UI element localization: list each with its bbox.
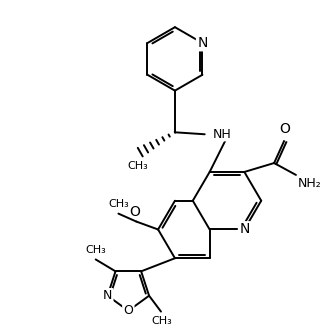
Text: O: O — [129, 204, 140, 218]
Text: CH₃: CH₃ — [108, 199, 129, 209]
Text: CH₃: CH₃ — [128, 161, 149, 171]
Text: NH: NH — [213, 128, 232, 141]
Text: NH₂: NH₂ — [298, 177, 322, 190]
Text: CH₃: CH₃ — [85, 245, 106, 256]
Text: CH₃: CH₃ — [152, 316, 172, 326]
Text: O: O — [123, 304, 133, 317]
Text: N: N — [239, 222, 250, 236]
Text: N: N — [197, 36, 208, 50]
Text: O: O — [280, 122, 290, 136]
Text: N: N — [103, 289, 112, 302]
